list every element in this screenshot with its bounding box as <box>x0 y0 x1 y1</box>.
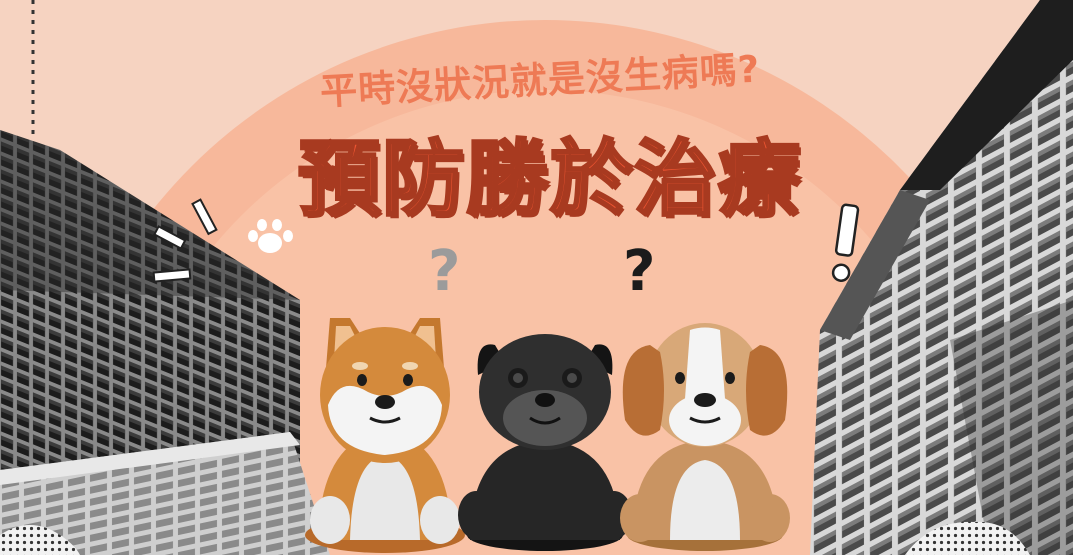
shiba-inu-dog <box>305 318 465 553</box>
question-mark-icon: ? <box>623 239 655 304</box>
right-building <box>810 0 1073 555</box>
burst-lines <box>152 198 218 283</box>
black-pug-dog <box>458 334 632 551</box>
headline-title: 預防勝於治療 <box>296 131 802 229</box>
halftone-dots-right <box>905 521 1030 555</box>
sun-glow-inner <box>115 90 975 555</box>
paw-print-icon <box>248 219 293 253</box>
left-building <box>0 130 330 555</box>
halftone-dots-left <box>0 525 80 555</box>
exclamation-mark-icon <box>831 203 860 282</box>
beagle-dog <box>620 323 790 551</box>
question-mark-icon: ? <box>428 239 460 304</box>
